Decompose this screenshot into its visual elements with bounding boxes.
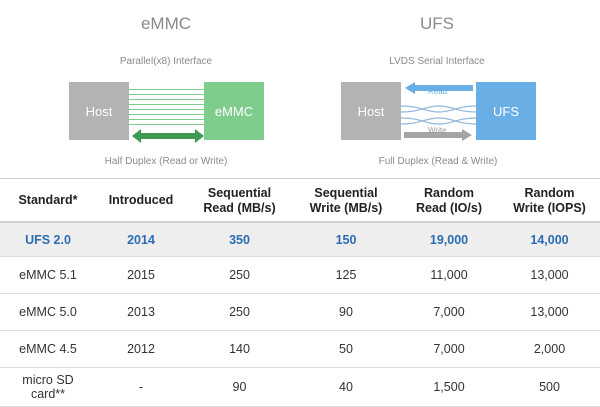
emmc-host-box: Host — [69, 82, 129, 140]
header-seq-read: Sequential Read (MB/s) — [186, 180, 293, 223]
cell-rand-write: 500 — [499, 367, 600, 407]
cell-seq-read: 90 — [186, 367, 293, 407]
cell-introduced: - — [96, 367, 186, 407]
ufs-diagram-title: UFS — [420, 14, 454, 33]
cell-rand-write: 2,000 — [499, 330, 600, 368]
table-row: eMMC 5.1 2015 250 125 11,000 13,000 — [0, 256, 600, 294]
cell-introduced: 2015 — [96, 256, 186, 294]
ufs-interface-label: LVDS Serial Interface — [389, 56, 485, 67]
cell-seq-write: 125 — [293, 256, 399, 294]
ufs-duplex-label: Full Duplex (Read & Write) — [378, 156, 498, 167]
section-divider — [0, 178, 600, 179]
cell-seq-read: 250 — [186, 293, 293, 331]
cell-standard: UFS 2.0 — [0, 222, 96, 257]
write-label: Write — [428, 126, 447, 135]
emmc-duplex-label: Half Duplex (Read or Write) — [104, 156, 228, 167]
cell-standard: micro SD card** — [0, 367, 96, 407]
cell-rand-read: 7,000 — [399, 330, 499, 368]
table-row: eMMC 4.5 2012 140 50 7,000 2,000 — [0, 330, 600, 368]
cell-standard: eMMC 4.5 — [0, 330, 96, 368]
cell-rand-read: 7,000 — [399, 293, 499, 331]
emmc-device-box: eMMC — [204, 82, 264, 140]
table-header-row: Standard* Introduced Sequential Read (MB/… — [0, 180, 600, 223]
cell-seq-read: 350 — [186, 222, 293, 257]
ufs-device-box: UFS — [476, 82, 536, 140]
storage-spec-table: Standard* Introduced Sequential Read (MB/… — [0, 180, 600, 407]
serial-lanes-icon — [401, 82, 476, 141]
emmc-host-label: Host — [85, 103, 113, 119]
cell-introduced: 2012 — [96, 330, 186, 368]
table-row: eMMC 5.0 2013 250 90 7,000 13,000 — [0, 293, 600, 331]
cell-introduced: 2014 — [96, 222, 186, 257]
emmc-diagram-title: eMMC — [140, 14, 192, 33]
cell-seq-write: 90 — [293, 293, 399, 331]
ufs-device-label: UFS — [493, 103, 519, 119]
cell-standard: eMMC 5.1 — [0, 256, 96, 294]
cell-rand-read: 11,000 — [399, 256, 499, 294]
header-seq-write: Sequential Write (MB/s) — [293, 180, 399, 223]
read-label: Read — [428, 87, 448, 96]
header-rand-read: Random Read (IO/s) — [399, 180, 499, 223]
ufs-host-box: Host — [341, 82, 401, 140]
header-rand-write: Random Write (IOPS) — [499, 180, 600, 223]
table-row: UFS 2.0 2014 350 150 19,000 14,000 — [0, 222, 600, 257]
interface-diagrams: eMMC Parallel(x8) Interface Host eMMC Ha… — [0, 0, 600, 178]
cell-rand-write: 14,000 — [499, 222, 600, 257]
header-introduced: Introduced — [96, 180, 186, 223]
cell-rand-write: 13,000 — [499, 256, 600, 294]
table-row: micro SD card** - 90 40 1,500 500 — [0, 367, 600, 407]
cell-standard: eMMC 5.0 — [0, 293, 96, 331]
cell-seq-write: 50 — [293, 330, 399, 368]
emmc-device-label: eMMC — [214, 103, 254, 119]
cell-seq-write: 150 — [293, 222, 399, 257]
bidirectional-arrow-icon — [132, 129, 204, 143]
cell-introduced: 2013 — [96, 293, 186, 331]
cell-seq-write: 40 — [293, 367, 399, 407]
cell-seq-read: 140 — [186, 330, 293, 368]
cell-rand-write: 13,000 — [499, 293, 600, 331]
cell-rand-read: 19,000 — [399, 222, 499, 257]
ufs-host-label: Host — [357, 103, 385, 119]
cell-rand-read: 1,500 — [399, 367, 499, 407]
header-standard: Standard* — [0, 180, 96, 223]
cell-seq-read: 250 — [186, 256, 293, 294]
emmc-interface-label: Parallel(x8) Interface — [119, 56, 213, 67]
